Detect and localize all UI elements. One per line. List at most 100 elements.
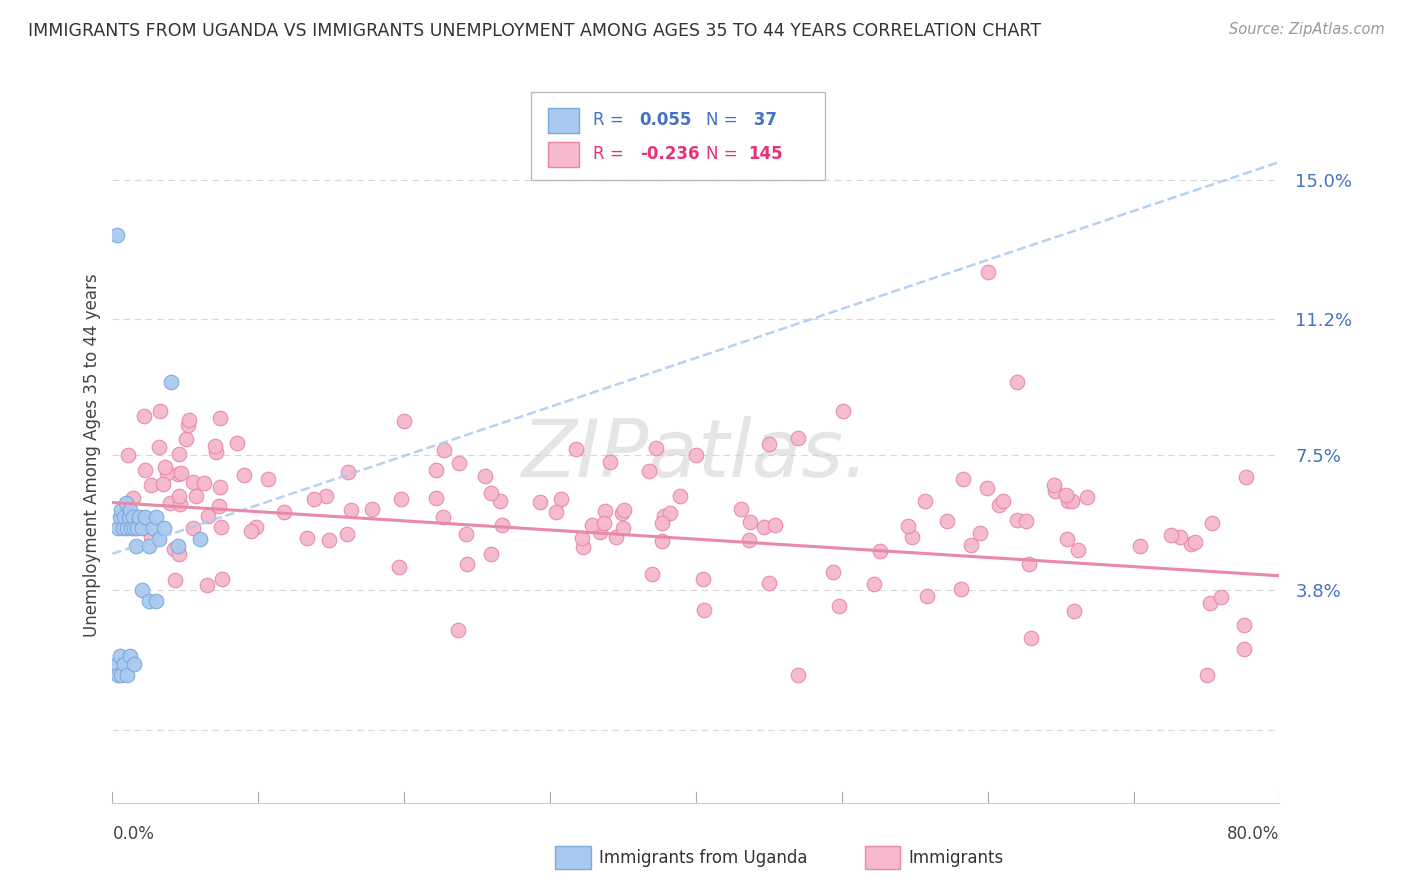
Point (572, 540, 595, 554)
Point (394, 414, 416, 428)
Point (474, 468, 496, 483)
Point (110, 503, 132, 517)
Point (118, 649, 141, 664)
Point (1232, 642, 1254, 657)
Point (1056, 494, 1078, 508)
Point (186, 490, 208, 504)
Point (336, 465, 359, 479)
Point (232, 467, 254, 482)
Point (295, 531, 318, 545)
Text: -0.236: -0.236 (640, 145, 699, 163)
Point (976, 481, 998, 495)
Point (447, 623, 470, 637)
Text: Immigrants from Uganda: Immigrants from Uganda (599, 849, 807, 867)
Point (1232, 618, 1254, 632)
Point (454, 526, 477, 541)
Text: Source: ZipAtlas.com: Source: ZipAtlas.com (1229, 22, 1385, 37)
Point (863, 577, 886, 591)
Point (900, 530, 922, 544)
Point (565, 442, 588, 456)
Point (1021, 631, 1043, 645)
Point (593, 504, 616, 518)
Point (758, 575, 780, 590)
Point (160, 375, 183, 389)
Point (131, 583, 153, 598)
Point (1062, 494, 1084, 508)
Point (209, 520, 232, 534)
Point (593, 516, 616, 530)
Point (208, 499, 231, 513)
Point (644, 442, 666, 456)
Point (167, 547, 190, 561)
Point (479, 547, 502, 561)
Point (188, 532, 211, 546)
Point (692, 572, 714, 586)
Point (613, 503, 636, 517)
Point (153, 460, 176, 475)
Point (335, 527, 357, 541)
Text: R =: R = (593, 145, 630, 163)
Point (112, 657, 135, 671)
Point (1195, 667, 1218, 681)
Point (167, 540, 190, 554)
Point (177, 417, 200, 432)
Point (433, 442, 456, 457)
Point (208, 411, 231, 425)
Point (389, 492, 412, 507)
Point (211, 572, 233, 586)
Point (479, 486, 502, 500)
Point (991, 493, 1014, 508)
Point (197, 509, 219, 524)
Point (425, 463, 447, 477)
Point (145, 594, 167, 608)
Point (693, 603, 716, 617)
Point (1015, 515, 1038, 529)
Point (195, 577, 218, 591)
Text: 0.0%: 0.0% (112, 825, 155, 843)
Point (141, 478, 163, 492)
Point (969, 526, 991, 541)
Text: ZIPatlas.: ZIPatlas. (522, 416, 870, 494)
Point (141, 530, 163, 544)
Point (176, 432, 198, 446)
Point (209, 480, 232, 494)
Point (1234, 470, 1257, 484)
Point (787, 667, 810, 681)
Text: N =: N = (706, 145, 742, 163)
Point (1056, 533, 1078, 547)
Point (148, 440, 170, 454)
Point (125, 540, 148, 554)
Point (117, 510, 139, 524)
Point (1054, 488, 1077, 502)
Text: 37: 37 (748, 112, 778, 129)
Point (599, 455, 621, 469)
Point (124, 521, 146, 535)
Point (1170, 530, 1192, 544)
Point (179, 413, 201, 427)
Point (669, 490, 692, 504)
Point (145, 510, 167, 524)
Y-axis label: Unemployment Among Ages 35 to 44 years: Unemployment Among Ages 35 to 44 years (83, 273, 101, 637)
Point (273, 505, 295, 519)
Point (183, 521, 205, 535)
Point (256, 472, 278, 486)
Point (897, 519, 920, 533)
Point (1005, 375, 1028, 389)
Point (787, 431, 810, 445)
Point (1076, 491, 1098, 505)
Text: Immigrants: Immigrants (908, 849, 1004, 867)
Point (738, 515, 761, 529)
Point (491, 518, 513, 533)
Point (204, 439, 226, 453)
Point (152, 521, 174, 535)
Point (1005, 513, 1028, 527)
Point (652, 508, 675, 523)
Point (112, 510, 135, 524)
Point (432, 510, 454, 524)
Text: 145: 145 (748, 145, 783, 163)
Point (114, 495, 136, 509)
Point (546, 505, 568, 519)
Point (823, 565, 845, 579)
Point (550, 492, 572, 507)
Point (315, 489, 337, 503)
